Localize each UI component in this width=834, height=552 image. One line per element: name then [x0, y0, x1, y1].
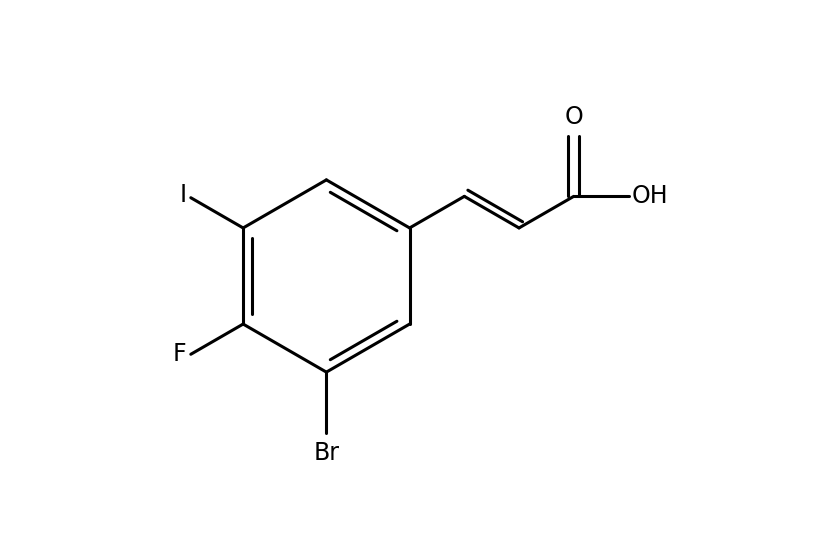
Text: OH: OH [631, 184, 668, 208]
Text: F: F [173, 342, 187, 367]
Text: Br: Br [314, 440, 339, 465]
Text: O: O [565, 105, 583, 129]
Text: I: I [179, 183, 187, 207]
